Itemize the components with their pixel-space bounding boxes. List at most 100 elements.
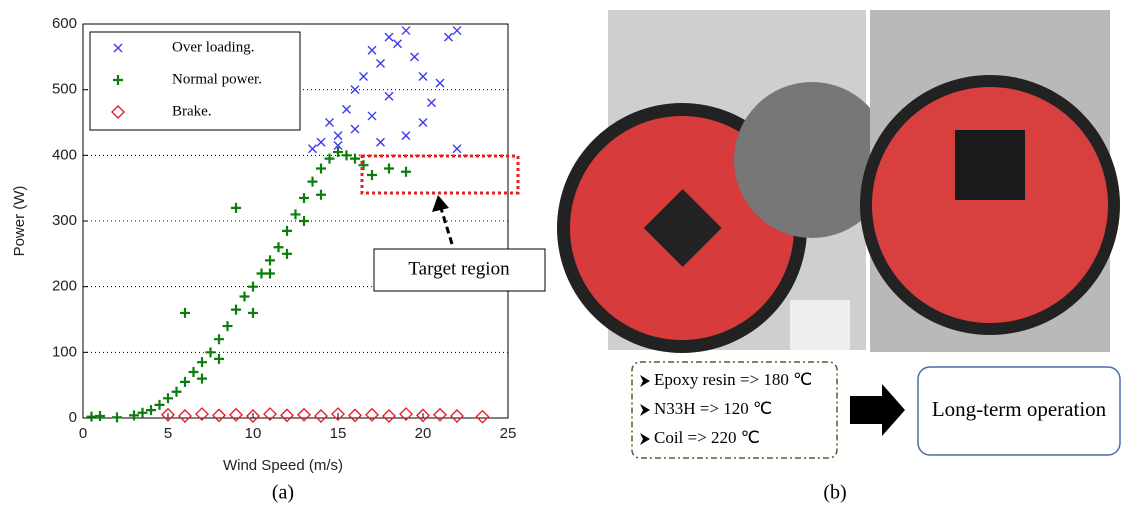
marker (348, 408, 362, 423)
marker (399, 407, 413, 422)
marker (418, 72, 428, 82)
marker (307, 176, 318, 187)
marker (195, 407, 209, 422)
marker (331, 407, 345, 422)
marker (154, 399, 165, 410)
marker (248, 307, 258, 318)
y-tick-label: 300 (52, 212, 77, 229)
marker (350, 124, 360, 134)
marker (416, 408, 430, 423)
marker (299, 193, 309, 204)
marker (265, 255, 275, 266)
marker (263, 407, 277, 422)
marker (475, 409, 490, 424)
legend-marker (113, 43, 123, 53)
marker (384, 32, 394, 42)
arrow (438, 204, 454, 245)
bullet (640, 433, 650, 445)
y-tick-label: 100 (52, 343, 77, 360)
x-tick-label: 15 (330, 425, 347, 442)
marker (401, 26, 411, 36)
marker (393, 39, 402, 49)
marker (282, 225, 292, 236)
marker (273, 242, 284, 253)
marker (350, 85, 360, 95)
marker (382, 409, 396, 424)
marker (316, 137, 326, 147)
legend-label: Over loading. (172, 39, 254, 55)
marker (180, 307, 190, 318)
photo-shape (955, 130, 1025, 200)
x-tick-label: 25 (500, 425, 517, 442)
marker (401, 131, 411, 141)
marker (231, 202, 241, 213)
marker (188, 367, 199, 378)
marker (384, 163, 394, 174)
marker (450, 409, 464, 424)
marker (308, 144, 317, 154)
marker (299, 216, 309, 226)
marker (178, 409, 192, 424)
legend-marker (111, 105, 125, 119)
annotation: Target region (408, 258, 510, 279)
marker (161, 407, 175, 422)
annotation-box (373, 248, 546, 292)
y-tick-label: 500 (52, 81, 77, 98)
panel-label: (a) (272, 482, 294, 504)
marker (341, 150, 352, 161)
y-tick-label: 0 (69, 409, 77, 426)
photo-shape (734, 82, 890, 238)
marker (384, 91, 394, 101)
photo-shape (643, 189, 722, 267)
marker (376, 137, 385, 147)
marker (265, 268, 275, 279)
marker (246, 409, 260, 424)
marker (333, 147, 343, 158)
target-box (360, 154, 520, 195)
marker (365, 407, 379, 422)
marker (171, 386, 182, 397)
marker (197, 373, 207, 384)
marker (367, 111, 377, 121)
y-axis-label: Power (W) (11, 186, 28, 257)
marker (333, 131, 343, 141)
arrow-head (432, 195, 449, 212)
result-box (917, 366, 1121, 456)
marker (290, 209, 301, 220)
marker (427, 98, 436, 108)
marker (280, 408, 294, 423)
photo-shape (872, 87, 1108, 323)
marker (214, 353, 224, 364)
result: Long-term operation (932, 397, 1107, 421)
marker (86, 411, 97, 422)
x-tick-label: 10 (245, 425, 262, 442)
marker (297, 407, 311, 422)
marker (325, 118, 334, 127)
marker (401, 166, 411, 177)
marker (180, 376, 190, 387)
marker (129, 410, 139, 421)
marker (342, 104, 351, 114)
marker (112, 412, 122, 423)
legend-marker (113, 75, 123, 85)
marker (137, 407, 148, 418)
marker (444, 32, 453, 42)
marker (376, 58, 385, 68)
plot (82, 23, 509, 424)
notes-box (631, 361, 838, 459)
bullet (640, 404, 650, 416)
notes: Epoxy resin => 180 ℃ N33H => 120 ℃ Coil =>… (640, 370, 812, 447)
marker (197, 357, 207, 368)
marker (229, 407, 243, 422)
x-tick-label: 20 (415, 425, 432, 442)
x-tick-label: 5 (164, 425, 172, 442)
marker (256, 268, 267, 279)
marker (163, 393, 173, 404)
marker (452, 26, 462, 36)
marker (350, 153, 360, 164)
marker (452, 144, 462, 154)
x-tick-label: 0 (79, 425, 87, 442)
marker (367, 45, 377, 55)
marker (231, 304, 241, 315)
